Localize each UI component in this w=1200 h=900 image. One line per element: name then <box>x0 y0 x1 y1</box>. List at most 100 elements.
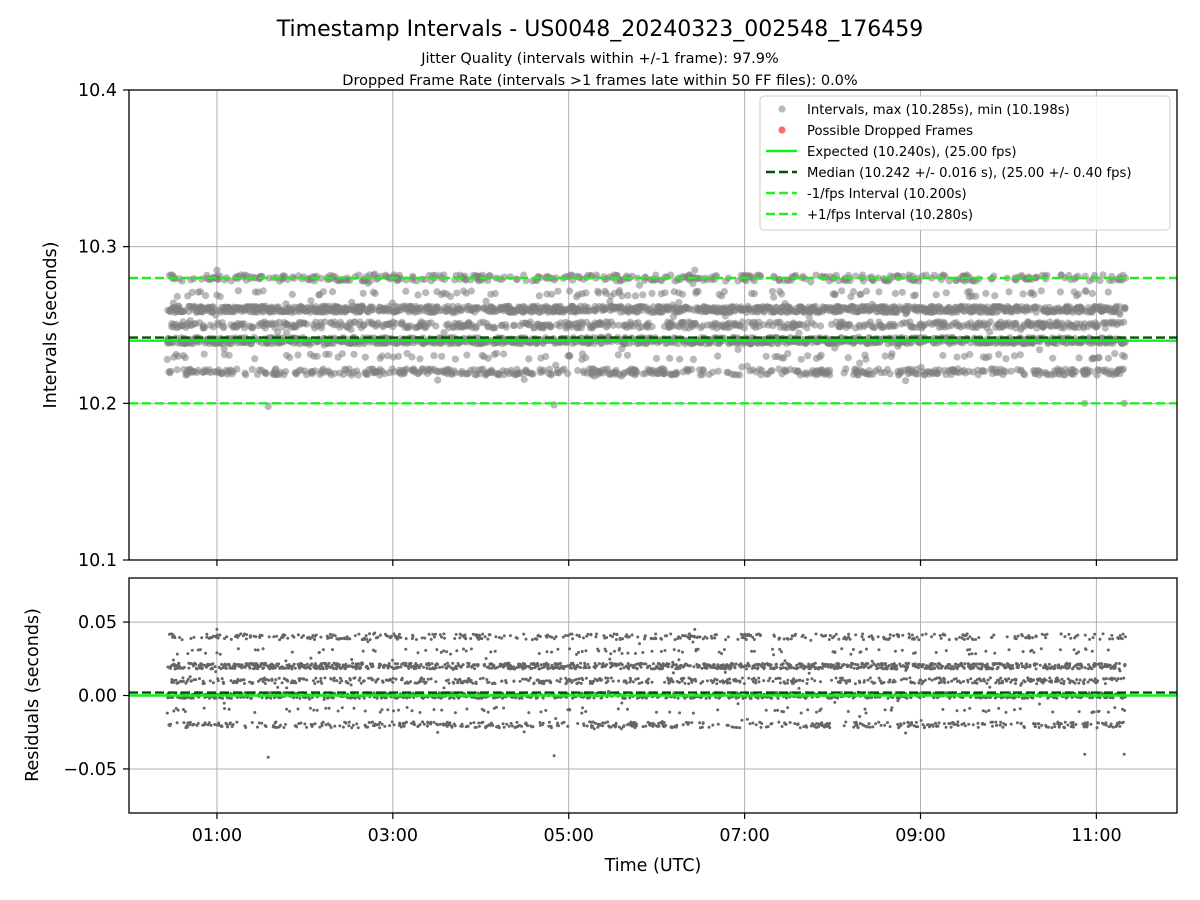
interval-point <box>248 365 256 373</box>
interval-point <box>384 352 392 360</box>
residual-point <box>177 661 181 665</box>
interval-point <box>394 352 403 360</box>
residual-point <box>216 679 220 683</box>
residual-point <box>405 706 409 709</box>
interval-point <box>398 318 406 326</box>
residual-point <box>216 636 220 640</box>
interval-point <box>378 352 386 360</box>
chart-subtitle-dropped: Dropped Frame Rate (intervals >1 frames … <box>342 73 857 89</box>
residual-point <box>277 676 281 680</box>
residual-point <box>353 634 357 638</box>
interval-point <box>694 287 702 295</box>
residual-point <box>273 681 277 685</box>
interval-point <box>991 292 999 300</box>
residual-point <box>169 722 173 726</box>
interval-point <box>520 375 528 384</box>
interval-point <box>1035 346 1044 354</box>
residual-point <box>395 696 399 700</box>
interval-point <box>632 367 641 375</box>
residual-point <box>263 682 267 685</box>
residual-point <box>405 720 408 724</box>
residual-point <box>292 662 296 666</box>
residual-point <box>215 651 219 655</box>
residual-point <box>188 675 192 679</box>
interval-point <box>163 355 171 363</box>
residual-point <box>283 633 287 637</box>
residual-point <box>391 680 395 684</box>
interval-point <box>816 322 825 330</box>
interval-point <box>849 288 858 296</box>
residual-point <box>392 723 396 727</box>
residual-point <box>357 696 361 700</box>
residual-point <box>182 721 186 725</box>
interval-point <box>233 365 241 373</box>
residual-point <box>373 649 377 653</box>
residual-point <box>305 662 309 666</box>
residual-point <box>286 636 290 640</box>
residual-point <box>390 720 394 724</box>
interval-point <box>286 353 294 362</box>
residual-point <box>380 708 384 712</box>
interval-point <box>844 354 852 362</box>
residual-point <box>380 722 384 726</box>
residual-point <box>314 676 318 680</box>
residual-point <box>183 710 187 713</box>
interval-point <box>542 352 550 361</box>
residual-point <box>327 661 331 665</box>
interval-point <box>564 370 572 378</box>
residual-point <box>387 662 391 665</box>
residual-point <box>299 721 303 725</box>
interval-point <box>1075 354 1083 362</box>
interval-point <box>842 365 850 373</box>
interval-point <box>294 351 302 359</box>
residual-point <box>186 677 190 681</box>
residual-point <box>392 709 395 713</box>
interval-point <box>1005 288 1013 296</box>
residual-point <box>267 678 271 682</box>
residual-point <box>209 723 213 727</box>
residual-point <box>290 650 294 654</box>
residual-point <box>195 667 199 671</box>
interval-point <box>750 290 759 298</box>
residual-point <box>404 637 408 641</box>
interval-point <box>1002 355 1010 363</box>
residual-point <box>229 679 233 683</box>
residual-point <box>381 680 385 684</box>
interval-point <box>661 289 669 297</box>
residual-point <box>267 635 271 639</box>
interval-point <box>274 328 282 336</box>
interval-point <box>361 353 369 361</box>
residual-point <box>248 666 252 670</box>
interval-point <box>451 355 459 363</box>
residual-point <box>353 676 357 680</box>
residual-point <box>175 666 179 670</box>
residual-point <box>332 667 336 671</box>
residual-point <box>365 637 369 641</box>
interval-point <box>565 287 574 295</box>
interval-point <box>416 355 424 363</box>
residual-point <box>286 679 290 683</box>
interval-point <box>432 322 440 330</box>
residual-point <box>176 708 180 712</box>
residual-point <box>277 662 281 666</box>
interval-point <box>888 350 896 358</box>
legend-label-median: Median (10.242 +/- 0.016 s), (25.00 +/- … <box>807 166 1132 181</box>
residual-point <box>260 634 264 637</box>
interval-point <box>1016 351 1024 359</box>
residual-point <box>236 647 240 651</box>
residual-point <box>302 634 305 638</box>
interval-point <box>313 352 321 360</box>
residual-point <box>368 632 371 636</box>
interval-point <box>529 370 537 378</box>
residual-point <box>222 682 226 685</box>
residual-point <box>396 662 400 666</box>
interval-point <box>881 352 889 360</box>
chart-title: Timestamp Intervals - US0048_20240323_00… <box>276 17 923 42</box>
interval-point <box>831 291 839 299</box>
residual-point <box>213 665 217 669</box>
residual-point <box>308 667 312 671</box>
interval-point <box>500 350 508 358</box>
residual-point <box>351 661 355 665</box>
interval-point <box>939 351 947 360</box>
residual-point <box>375 696 379 700</box>
